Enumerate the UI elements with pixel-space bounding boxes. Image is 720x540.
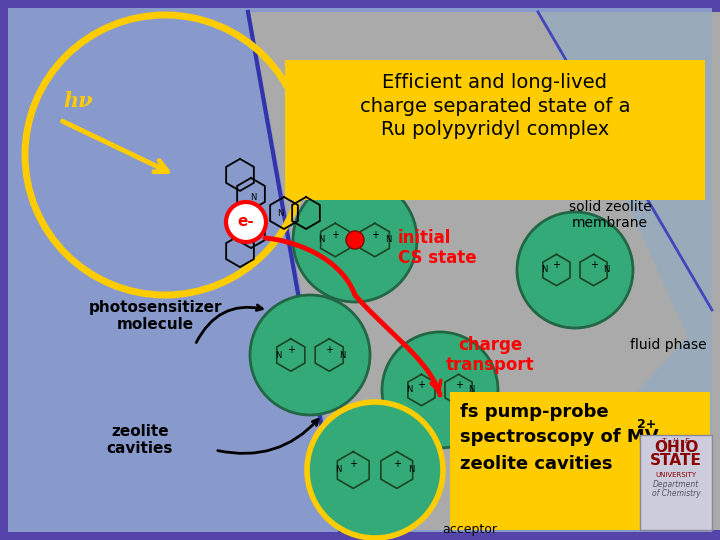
Text: initial
CS state: initial CS state xyxy=(398,228,477,267)
Circle shape xyxy=(307,402,443,538)
Text: charge
transport: charge transport xyxy=(446,335,534,374)
Text: OHIO: OHIO xyxy=(654,440,698,455)
Text: +: + xyxy=(454,380,462,390)
Circle shape xyxy=(382,332,498,448)
Text: N: N xyxy=(336,465,342,475)
Text: N: N xyxy=(468,386,474,395)
Text: +: + xyxy=(393,460,401,469)
Text: +: + xyxy=(590,260,598,271)
Text: N: N xyxy=(406,386,412,395)
Text: N: N xyxy=(276,208,283,218)
Text: STATE: STATE xyxy=(650,453,702,468)
Text: fluid phase: fluid phase xyxy=(630,338,706,352)
Text: UNIVERSITY: UNIVERSITY xyxy=(655,472,696,478)
Text: of Chemistry: of Chemistry xyxy=(652,489,701,498)
Text: N: N xyxy=(250,224,256,233)
Circle shape xyxy=(250,295,370,415)
Text: +: + xyxy=(287,345,294,355)
Text: e-: e- xyxy=(238,214,254,230)
Text: N: N xyxy=(541,266,547,274)
Circle shape xyxy=(293,178,417,302)
Bar xyxy=(450,392,710,530)
Circle shape xyxy=(226,202,266,242)
Circle shape xyxy=(346,231,364,249)
Text: photosensitizer
molecule: photosensitizer molecule xyxy=(89,300,222,333)
Text: N: N xyxy=(603,266,609,274)
Text: solid zeolite
membrane: solid zeolite membrane xyxy=(569,200,652,230)
Text: zeolite
cavities: zeolite cavities xyxy=(107,424,174,456)
Polygon shape xyxy=(540,12,712,390)
Text: N: N xyxy=(339,350,346,360)
Text: +: + xyxy=(325,345,333,355)
Polygon shape xyxy=(510,310,712,530)
Text: T · H · E: T · H · E xyxy=(662,438,690,444)
Text: N: N xyxy=(318,235,325,245)
Text: zeolite cavities: zeolite cavities xyxy=(460,455,613,473)
Text: 2+: 2+ xyxy=(637,418,657,431)
Text: +: + xyxy=(331,230,339,240)
Text: +: + xyxy=(552,260,560,271)
Text: fs pump-probe: fs pump-probe xyxy=(460,403,608,421)
Text: +: + xyxy=(349,460,357,469)
Text: N: N xyxy=(408,465,415,475)
Text: N: N xyxy=(250,193,256,202)
Text: +: + xyxy=(418,380,426,390)
Text: Efficient and long-lived
charge separated state of a
Ru polypyridyl complex: Efficient and long-lived charge separate… xyxy=(360,73,630,139)
Text: +: + xyxy=(371,230,379,240)
Text: N: N xyxy=(274,350,281,360)
Text: acceptor: acceptor xyxy=(443,523,498,536)
Text: N: N xyxy=(385,235,392,245)
Polygon shape xyxy=(250,12,720,530)
Text: Department: Department xyxy=(653,480,699,489)
Circle shape xyxy=(517,212,633,328)
Bar xyxy=(285,60,705,200)
Text: spectroscopy of MV: spectroscopy of MV xyxy=(460,428,659,446)
Text: hν: hν xyxy=(63,91,93,111)
Bar xyxy=(640,435,712,530)
